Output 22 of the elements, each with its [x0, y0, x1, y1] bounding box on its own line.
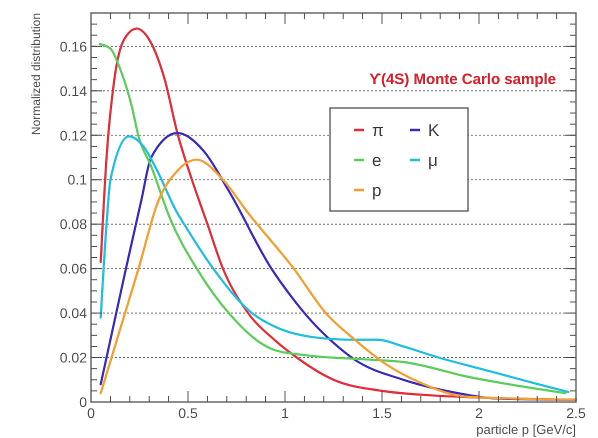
- x-axis-title: particle p [GeV/c]: [476, 422, 576, 437]
- y-tick-label: 0.04: [60, 305, 88, 322]
- x-tick-label: 2: [475, 405, 484, 421]
- y-tick-label: 0.02: [60, 350, 88, 366]
- legend-label: K: [428, 121, 440, 140]
- y-tick-label: 0.1: [68, 172, 88, 188]
- legend-label: π: [372, 121, 384, 140]
- y-axis-title: Normalized distribution: [29, 13, 43, 136]
- annotation: ϒ(4S) Monte Carlo sample: [369, 71, 556, 88]
- y-tick-label: 0.16: [60, 38, 88, 54]
- y-tick-label: 0.08: [60, 216, 88, 232]
- x-tick-label: 0.5: [178, 405, 198, 421]
- x-tick-label: 1: [281, 405, 290, 421]
- x-tick-label: 2.5: [566, 405, 586, 421]
- y-tick-label: 0.14: [60, 82, 88, 99]
- x-tick-label: 1.5: [372, 405, 392, 421]
- y-tick-label: 0.06: [60, 260, 88, 277]
- y-tick-label: 0: [79, 394, 88, 410]
- legend-label: p: [372, 181, 382, 200]
- legend-label: e: [372, 151, 382, 170]
- y-tick-label: 0.12: [60, 127, 88, 144]
- legend-label: μ: [428, 151, 438, 170]
